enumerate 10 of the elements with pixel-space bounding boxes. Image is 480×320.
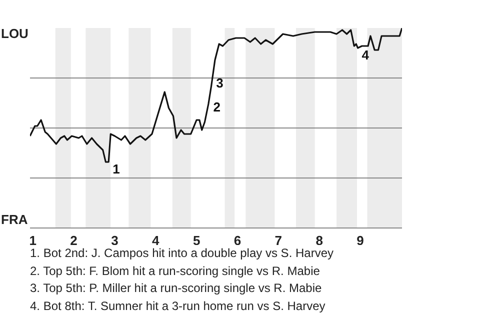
text: LOU [1, 26, 28, 42]
text: 3. Top 5th: P. Miller hit a run-scoring single vs R. Mabie [30, 280, 323, 297]
x-tick-label: 9 [356, 233, 364, 248]
text: FRA [1, 212, 28, 228]
annotation: 3 [216, 76, 224, 91]
text: 4. Bot 8th: T. Sumner hit a 3-run home run vs S. Harvey [30, 298, 326, 314]
annotation: 4 [362, 48, 370, 63]
text: 2. Top 5th: F. Blom hit a run-scoring single vs R. Mabie [30, 262, 321, 280]
annotation: 2 [213, 100, 220, 115]
annotation: 1 [112, 162, 120, 177]
